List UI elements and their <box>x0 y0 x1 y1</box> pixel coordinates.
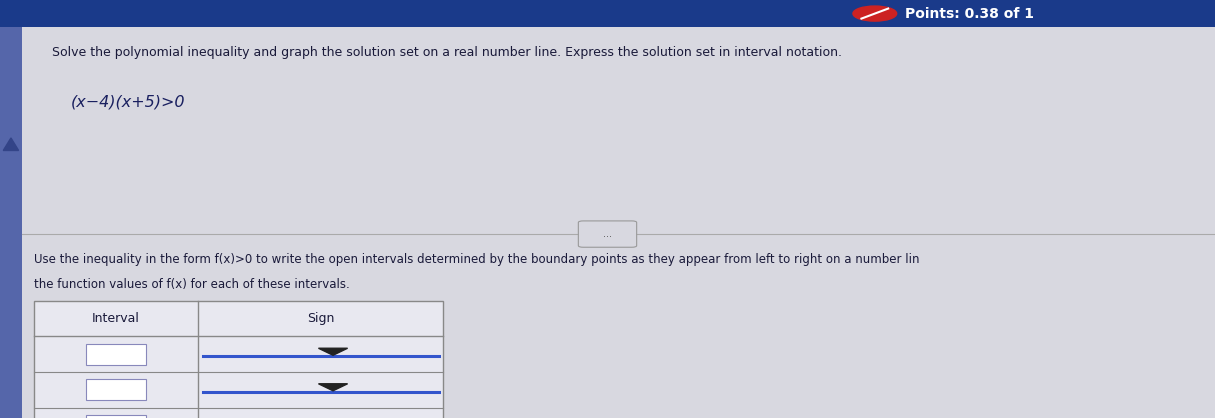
Polygon shape <box>318 384 347 391</box>
Text: (x−4)(x+5)>0: (x−4)(x+5)>0 <box>70 95 185 110</box>
Text: Points: 0.38 of 1: Points: 0.38 of 1 <box>905 7 1034 20</box>
Text: ...: ... <box>603 229 612 239</box>
Text: Sign: Sign <box>307 312 334 325</box>
FancyBboxPatch shape <box>0 27 22 418</box>
Text: Use the inequality in the form f(x)>0 to write the open intervals determined by : Use the inequality in the form f(x)>0 to… <box>34 252 920 266</box>
FancyBboxPatch shape <box>85 415 146 418</box>
FancyBboxPatch shape <box>578 221 637 247</box>
FancyBboxPatch shape <box>85 380 146 400</box>
FancyBboxPatch shape <box>0 0 1215 27</box>
Text: the function values of f(x) for each of these intervals.: the function values of f(x) for each of … <box>34 278 350 291</box>
Polygon shape <box>318 348 347 355</box>
FancyBboxPatch shape <box>85 344 146 364</box>
Polygon shape <box>4 138 18 150</box>
Circle shape <box>853 6 897 21</box>
Text: Interval: Interval <box>92 312 140 325</box>
Text: Solve the polynomial inequality and graph the solution set on a real number line: Solve the polynomial inequality and grap… <box>52 46 842 59</box>
FancyBboxPatch shape <box>34 301 443 418</box>
FancyBboxPatch shape <box>22 27 1215 418</box>
